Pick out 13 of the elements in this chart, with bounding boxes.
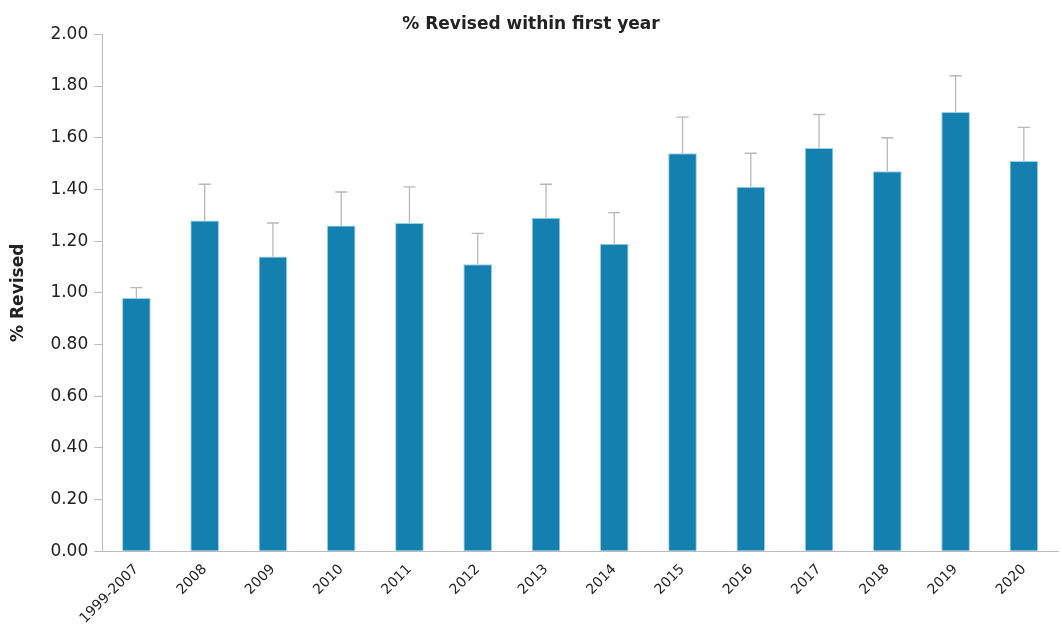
chart-title: % Revised within first year xyxy=(402,12,661,33)
y-tick-label: 1.80 xyxy=(50,74,89,95)
y-tick-label: 1.40 xyxy=(50,177,89,198)
y-tick-label: 0.80 xyxy=(50,332,89,353)
y-tick-label: 2.00 xyxy=(50,22,89,43)
y-tick-label: 0.40 xyxy=(50,436,89,457)
y-axis-title: % Revised xyxy=(6,243,27,342)
y-tick-label: 0.20 xyxy=(50,487,89,508)
y-tick-label: 0.00 xyxy=(50,539,89,560)
y-tick-label: 1.00 xyxy=(50,281,89,302)
y-tick-label: 0.60 xyxy=(50,384,89,405)
y-tick-label: 1.60 xyxy=(50,126,89,147)
y-tick-label: 1.20 xyxy=(50,229,89,250)
